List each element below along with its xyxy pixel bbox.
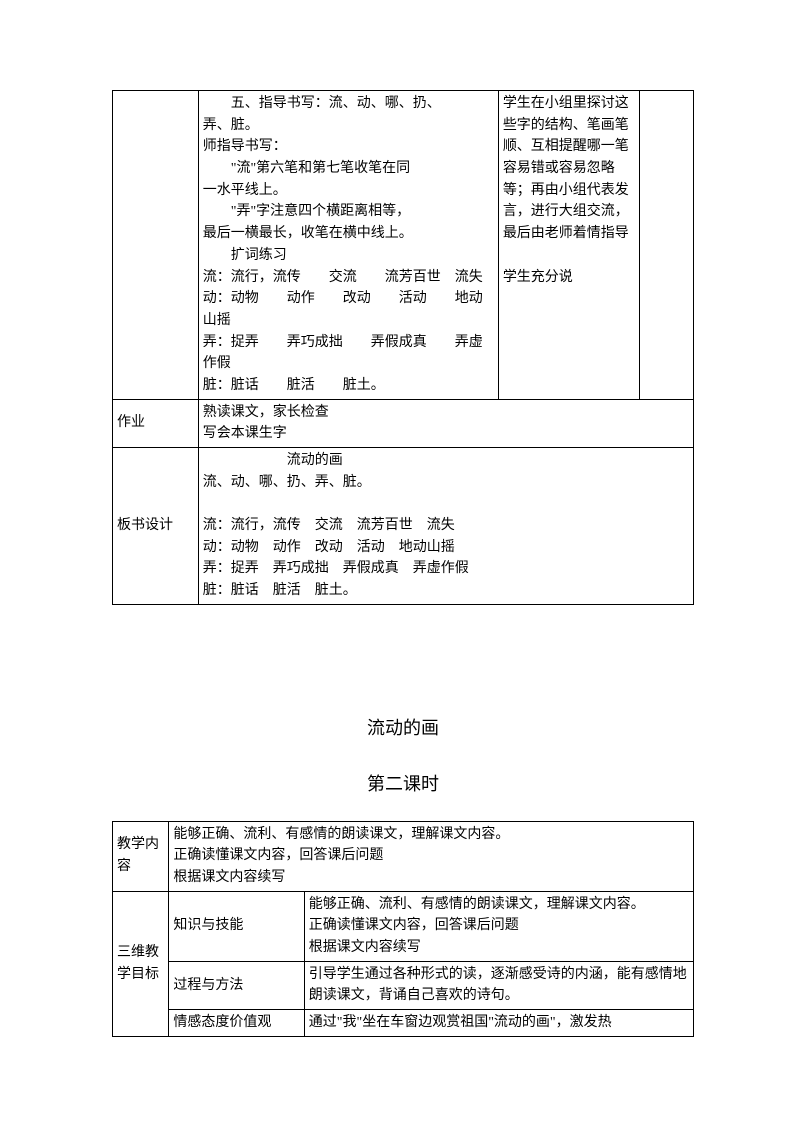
text-line: 师指导书写： bbox=[203, 136, 494, 158]
text-line: 流：流行，流传 交流 流芳百世 流失 bbox=[203, 267, 494, 289]
text-line-blank bbox=[503, 245, 635, 267]
lesson-table-1: 五、指导书写：流、动、哪、扔、 弄、脏。 师指导书写： "流"第六笔和第七笔收笔… bbox=[112, 90, 694, 605]
text-line: 弄：捉弄 弄巧成拙 弄假成真 弄虚作假 bbox=[203, 332, 494, 375]
text-line: 弄、脏。 bbox=[203, 115, 494, 137]
text-line: 正确读懂课文内容，回答课后问题 bbox=[173, 845, 689, 867]
cell-board-content: 流动的画 流、动、哪、扔、弄、脏。 流：流行，流传 交流 流芳百世 流失 动：动… bbox=[198, 448, 693, 605]
text-line: "流"第六笔和第七笔收笔在同 bbox=[203, 158, 494, 180]
cell-label-3d-goals: 三维教学目标 bbox=[113, 891, 169, 1036]
text-line: 熟读课文，家长检查 bbox=[203, 402, 689, 424]
lesson-title: 流动的画 bbox=[112, 715, 694, 743]
cell-knowledge-content: 能够正确、流利、有感情的朗读课文，理解课文内容。 正确读懂课文内容，回答课后问题… bbox=[304, 891, 693, 961]
cell-process-content: 引导学生通过各种形式的读，逐渐感受诗的内涵，能有感情地朗读课文，背诵自己喜欢的诗… bbox=[304, 961, 693, 1009]
text-line: 弄：捉弄 弄巧成拙 弄假成真 弄虚作假 bbox=[203, 558, 689, 580]
text-line: 学生充分说 bbox=[503, 267, 635, 289]
text-line: 能够正确、流利、有感情的朗读课文，理解课文内容。 bbox=[309, 894, 689, 916]
table-row: 教学内容 能够正确、流利、有感情的朗读课文，理解课文内容。 正确读懂课文内容，回… bbox=[113, 821, 694, 891]
cell-label-teach-content: 教学内容 bbox=[113, 821, 169, 891]
cell-label-process: 过程与方法 bbox=[169, 961, 304, 1009]
text-line: 写会本课生字 bbox=[203, 423, 689, 445]
text-line: 最后一横最长，收笔在横中线上。 bbox=[203, 223, 494, 245]
cell-label-emotion: 情感态度价值观 bbox=[169, 1010, 304, 1037]
text-line: 流：流行，流传 交流 流芳百世 流失 bbox=[203, 515, 689, 537]
table-row: 板书设计 流动的画 流、动、哪、扔、弄、脏。 流：流行，流传 交流 流芳百世 流… bbox=[113, 448, 694, 605]
text-line: 扩词练习 bbox=[203, 245, 494, 267]
text-line: 根据课文内容续写 bbox=[173, 867, 689, 889]
text-line: 脏：脏话 脏活 脏土。 bbox=[203, 580, 689, 602]
table-row: 情感态度价值观 通过"我"坐在车窗边观赏祖国"流动的画"，激发热 bbox=[113, 1010, 694, 1037]
text-line: 脏：脏话 脏活 脏土。 bbox=[203, 375, 494, 397]
text-line: 根据课文内容续写 bbox=[309, 937, 689, 959]
text-line: 五、指导书写：流、动、哪、扔、 bbox=[203, 93, 494, 115]
cell-label-board-design: 板书设计 bbox=[113, 448, 199, 605]
text-line: 正确读懂课文内容，回答课后问题 bbox=[309, 915, 689, 937]
text-line: 流、动、哪、扔、弄、脏。 bbox=[203, 472, 689, 494]
text-line-blank bbox=[203, 493, 689, 515]
cell-label-knowledge: 知识与技能 bbox=[169, 891, 304, 961]
table-row: 过程与方法 引导学生通过各种形式的读，逐渐感受诗的内涵，能有感情地朗读课文，背诵… bbox=[113, 961, 694, 1009]
text-line: 一水平线上。 bbox=[203, 180, 494, 202]
cell-label-homework: 作业 bbox=[113, 399, 199, 447]
text-line: 动：动物 动作 改动 活动 地动山摇 bbox=[203, 288, 494, 331]
text-line: 动：动物 动作 改动 活动 地动山摇 bbox=[203, 537, 689, 559]
cell-student: 学生在小组里探讨这些字的结构、笔画笔顺、互相提醒哪一笔容易错或容易忽略等；再由小… bbox=[498, 91, 639, 400]
table-row: 五、指导书写：流、动、哪、扔、 弄、脏。 师指导书写： "流"第六笔和第七笔收笔… bbox=[113, 91, 694, 400]
text-line: 学生在小组里探讨这些字的结构、笔画笔顺、互相提醒哪一笔容易错或容易忽略等；再由小… bbox=[503, 93, 635, 245]
cell-homework-content: 熟读课文，家长检查 写会本课生字 bbox=[198, 399, 693, 447]
cell-blank bbox=[113, 91, 199, 400]
text-line: "弄"字注意四个横距离相等， bbox=[203, 201, 494, 223]
cell-emotion-content: 通过"我"坐在车窗边观赏祖国"流动的画"，激发热 bbox=[304, 1010, 693, 1037]
cell-blank bbox=[639, 91, 693, 400]
table-row: 三维教学目标 知识与技能 能够正确、流利、有感情的朗读课文，理解课文内容。 正确… bbox=[113, 891, 694, 961]
table-row: 作业 熟读课文，家长检查 写会本课生字 bbox=[113, 399, 694, 447]
text-line: 能够正确、流利、有感情的朗读课文，理解课文内容。 bbox=[173, 824, 689, 846]
lesson-subtitle: 第二课时 bbox=[112, 771, 694, 799]
lesson-table-2: 教学内容 能够正确、流利、有感情的朗读课文，理解课文内容。 正确读懂课文内容，回… bbox=[112, 821, 694, 1037]
text-line: 流动的画 bbox=[203, 450, 689, 472]
cell-teach-content: 能够正确、流利、有感情的朗读课文，理解课文内容。 正确读懂课文内容，回答课后问题… bbox=[169, 821, 694, 891]
cell-content: 五、指导书写：流、动、哪、扔、 弄、脏。 师指导书写： "流"第六笔和第七笔收笔… bbox=[198, 91, 498, 400]
